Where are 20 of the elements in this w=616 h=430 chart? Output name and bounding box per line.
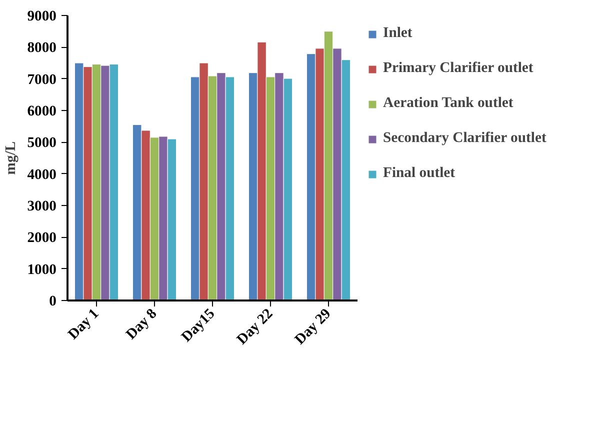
legend-label: Inlet: [383, 25, 412, 42]
legend-label: Final outlet: [383, 165, 456, 182]
y-tick-label: 0: [49, 294, 56, 310]
y-axis-title: mg/L: [3, 141, 20, 175]
y-tick-label: 5000: [27, 135, 56, 152]
y-tick-label: 8000: [27, 40, 56, 56]
x-tick-label: Day 29: [292, 306, 334, 348]
y-tick-label: 1000: [27, 262, 56, 278]
legend-label: Primary Clarifier outlet: [383, 60, 534, 77]
y-tick-label: 6000: [27, 104, 56, 120]
y-tick-label: 4000: [27, 166, 56, 183]
x-tick-label: Day 8: [123, 306, 160, 343]
x-tick-label: Day 1: [65, 306, 102, 343]
y-tick-label: 2000: [27, 230, 56, 246]
legend-label: Aeration Tank outlet: [383, 95, 514, 112]
legend-label: Secondary Clarifier outlet: [383, 130, 546, 147]
y-tick-label: 9000: [27, 8, 56, 24]
y-tick-label: 3000: [27, 198, 56, 214]
y-tick-label: 7000: [27, 72, 56, 88]
x-tick-label: Day 22: [234, 306, 276, 348]
